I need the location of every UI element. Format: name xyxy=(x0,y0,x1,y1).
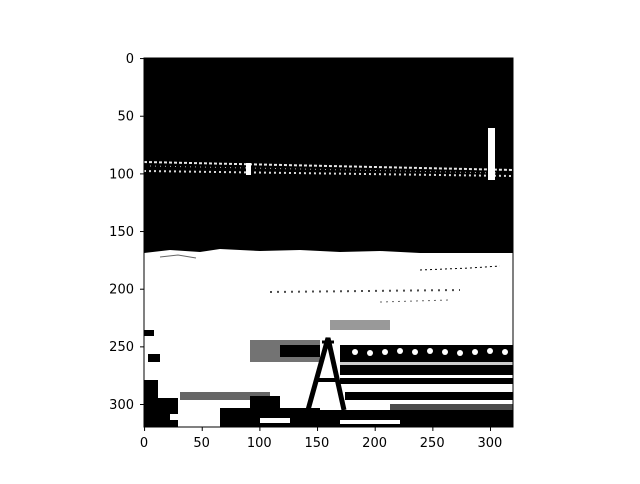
x-tick-label: 0 xyxy=(140,436,148,451)
x-tick-label: 300 xyxy=(477,436,502,451)
y-tick-label: 200 xyxy=(109,283,134,298)
y-tick-label: 100 xyxy=(109,167,134,182)
image-raster xyxy=(144,58,513,427)
x-tick-label: 150 xyxy=(304,436,329,451)
x-tick-label: 200 xyxy=(362,436,387,451)
tick-marks xyxy=(140,58,492,431)
x-tick-label: 100 xyxy=(247,436,272,451)
y-tick-label: 50 xyxy=(117,110,134,125)
y-tick-label: 300 xyxy=(109,398,134,413)
x-tick-label: 50 xyxy=(193,436,210,451)
y-tick-label: 250 xyxy=(109,340,134,355)
y-tick-label: 0 xyxy=(126,52,134,67)
y-tick-label: 150 xyxy=(109,225,134,240)
x-tick-label: 250 xyxy=(420,436,445,451)
axes-frame xyxy=(143,57,514,428)
y-axis: 0 50 100 150 200 250 300 xyxy=(109,52,134,413)
x-axis: 0 50 100 150 200 250 300 xyxy=(140,436,502,451)
